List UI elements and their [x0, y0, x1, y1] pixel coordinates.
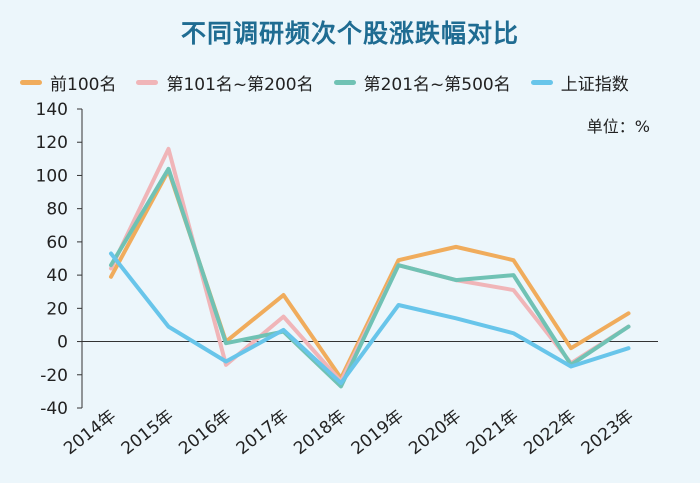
y-tick-label: 60 [46, 233, 68, 253]
y-tick-label: 140 [36, 100, 68, 120]
y-tick-label: 20 [46, 299, 68, 319]
x-tick-label: 2020年 [405, 406, 465, 459]
legend-label: 第101名~第200名 [166, 74, 314, 95]
legend-swatch [333, 79, 356, 85]
y-tick-label: 80 [46, 200, 68, 220]
y-tick-label: 40 [46, 266, 68, 286]
x-tick-label: 2014年 [60, 406, 120, 459]
legend-item-1: 第101名~第200名 [136, 70, 314, 95]
x-tick-label: 2022年 [520, 406, 580, 459]
legend-label: 第201名~第500名 [363, 74, 511, 95]
x-tick-label: 2021年 [463, 406, 523, 459]
x-tick-label: 2023年 [578, 406, 638, 459]
legend-swatch [530, 79, 553, 85]
x-tick-label: 2017年 [233, 406, 293, 459]
legend-item-0: 前100名 [20, 70, 116, 95]
legend-item-2: 第201名~第500名 [333, 70, 511, 95]
unit-label: 单位：% [587, 117, 650, 136]
y-tick-label: 120 [36, 133, 68, 153]
y-tick-label: -40 [40, 399, 68, 419]
x-tick-label: 2018年 [290, 406, 350, 459]
x-tick-label: 2016年 [175, 406, 235, 459]
x-tick-label: 2015年 [118, 406, 178, 459]
legend-label: 上证指数 [560, 74, 629, 95]
legend-item-3: 上证指数 [530, 70, 629, 95]
y-tick-label: 100 [36, 166, 68, 186]
y-tick-label: -20 [40, 366, 68, 386]
legend: 前100名 第101名~第200名 第201名~第500名 上证指数 [20, 70, 649, 95]
legend-label: 前100名 [50, 74, 117, 95]
chart-title: 不同调研频次个股涨跌幅对比 [180, 19, 519, 48]
y-tick-label: 0 [57, 333, 68, 353]
legend-swatch [20, 79, 42, 85]
x-tick-label: 2019年 [348, 406, 408, 459]
series-line-3 [109, 251, 631, 386]
legend-swatch [136, 79, 159, 85]
series-line-2 [109, 166, 631, 389]
